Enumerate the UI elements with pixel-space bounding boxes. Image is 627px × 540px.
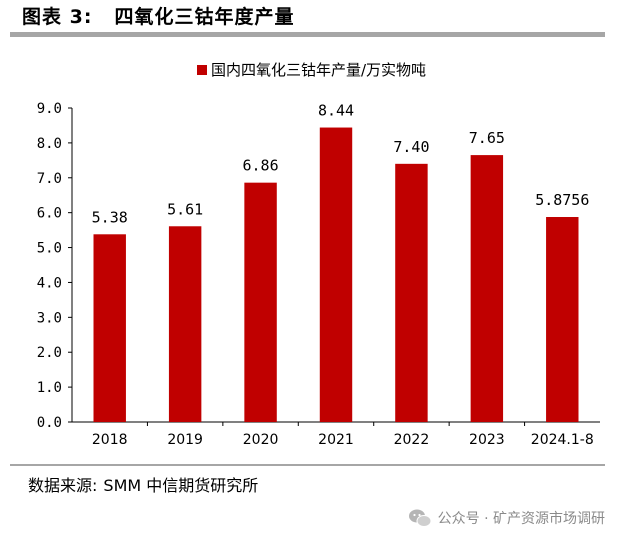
- wechat-icon: [408, 509, 432, 527]
- data-label: 7.40: [393, 138, 429, 156]
- y-tick-label: 7.0: [37, 171, 62, 187]
- y-tick-label: 8.0: [37, 136, 62, 152]
- bar: [470, 155, 504, 422]
- bar: [395, 163, 428, 423]
- y-tick-label: 6.0: [37, 206, 62, 222]
- figure-number: 图表 3:: [22, 6, 93, 28]
- x-tick-label: 2021: [318, 432, 354, 448]
- x-tick-label: 2024.1-8: [531, 432, 594, 448]
- x-tick-label: 2019: [167, 432, 203, 448]
- y-tick-label: 1.0: [37, 380, 62, 396]
- data-source: 数据来源: SMM 中信期货研究所: [28, 472, 258, 496]
- x-tick-label: 2020: [243, 432, 279, 448]
- figure-title: 图表 3: 四氧化三钴年度产量: [22, 2, 294, 29]
- y-tick-label: 5.0: [37, 241, 62, 257]
- bar: [244, 182, 277, 422]
- y-tick-label: 3.0: [37, 310, 62, 326]
- data-label: 8.44: [318, 102, 354, 120]
- y-tick-label: 9.0: [37, 101, 62, 117]
- source-divider: [10, 464, 605, 466]
- watermark: 公众号 · 矿产资源市场调研: [408, 508, 605, 528]
- y-tick-label: 4.0: [37, 275, 62, 291]
- legend-label: 国内四氧化三钴年产量/万实物吨: [211, 61, 426, 79]
- y-tick-label: 0.0: [37, 415, 62, 431]
- bar: [168, 226, 202, 422]
- y-tick-label: 2.0: [37, 345, 62, 361]
- x-tick-label: 2023: [469, 432, 505, 448]
- source-text: SMM 中信期货研究所: [103, 476, 259, 495]
- x-tick-label: 2018: [92, 432, 128, 448]
- figure-title-text: 四氧化三钴年度产量: [114, 6, 295, 28]
- data-label: 6.86: [243, 157, 279, 175]
- bar: [93, 234, 126, 422]
- title-divider: [10, 32, 605, 37]
- data-label: 5.8756: [535, 191, 589, 209]
- bar: [546, 217, 579, 422]
- bar: [319, 127, 353, 422]
- data-label: 5.38: [92, 208, 128, 226]
- data-label: 7.65: [469, 129, 505, 147]
- x-tick-label: 2022: [394, 432, 430, 448]
- legend-swatch: [197, 65, 207, 75]
- data-label: 5.61: [167, 200, 203, 218]
- bar-chart: 国内四氧化三钴年产量/万实物吨 0.0 1.0 2.0 3.0 4.0 5.0 6.0 7.0 8…: [37, 61, 600, 448]
- watermark-text: 公众号 · 矿产资源市场调研: [437, 511, 605, 527]
- source-label: 数据来源:: [28, 476, 98, 495]
